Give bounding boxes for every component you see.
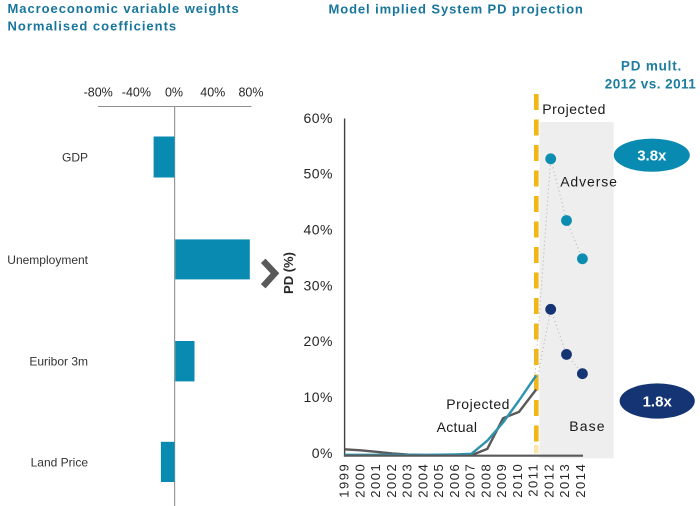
svg-text:Projected: Projected [542,101,606,117]
svg-text:Unemployment: Unemployment [7,253,88,267]
svg-text:Normalised coefficients: Normalised coefficients [8,19,178,34]
svg-text:1999: 1999 [337,463,352,498]
svg-text:1.8x: 1.8x [643,393,673,410]
svg-text:20%: 20% [303,333,333,349]
svg-text:2004: 2004 [415,463,430,498]
svg-text:Projected: Projected [446,396,510,412]
svg-text:0%: 0% [312,445,333,461]
svg-text:2001: 2001 [368,463,383,498]
svg-text:60%: 60% [303,110,333,126]
svg-text:2012 vs. 2011: 2012 vs. 2011 [605,77,696,92]
svg-text:2003: 2003 [400,463,415,498]
svg-text:Model implied System PD projec: Model implied System PD projection [329,2,584,17]
svg-text:-80%: -80% [84,86,113,100]
svg-text:80%: 80% [238,86,263,100]
svg-text:PD mult.: PD mult. [621,59,682,74]
svg-text:10%: 10% [303,389,333,405]
svg-text:3.8x: 3.8x [637,148,667,165]
svg-text:2013: 2013 [557,463,572,498]
svg-text:Macroeconomic variable weights: Macroeconomic variable weights [8,1,240,16]
svg-text:2010: 2010 [510,463,525,498]
svg-text:Actual: Actual [437,419,478,435]
svg-text:30%: 30% [303,277,333,293]
svg-text:Adverse: Adverse [560,174,618,190]
svg-text:40%: 40% [303,222,333,238]
svg-text:2005: 2005 [431,463,446,498]
svg-text:50%: 50% [303,166,333,182]
svg-text:40%: 40% [200,86,225,100]
svg-text:0%: 0% [165,86,183,100]
svg-text:2002: 2002 [384,463,399,498]
svg-text:2006: 2006 [447,463,462,498]
svg-text:GDP: GDP [62,151,88,165]
svg-text:2000: 2000 [352,463,367,498]
svg-text:-40%: -40% [122,86,151,100]
svg-text:2007: 2007 [463,463,478,498]
svg-text:2009: 2009 [494,463,509,498]
svg-text:PD (%): PD (%) [281,252,296,294]
svg-text:2014: 2014 [573,463,588,498]
svg-text:Euribor 3m: Euribor 3m [29,355,88,369]
svg-text:2012: 2012 [541,463,556,498]
svg-text:Land Price: Land Price [31,455,89,469]
svg-text:Base: Base [569,418,605,434]
svg-text:2008: 2008 [478,463,493,498]
svg-text:2011: 2011 [526,463,541,497]
